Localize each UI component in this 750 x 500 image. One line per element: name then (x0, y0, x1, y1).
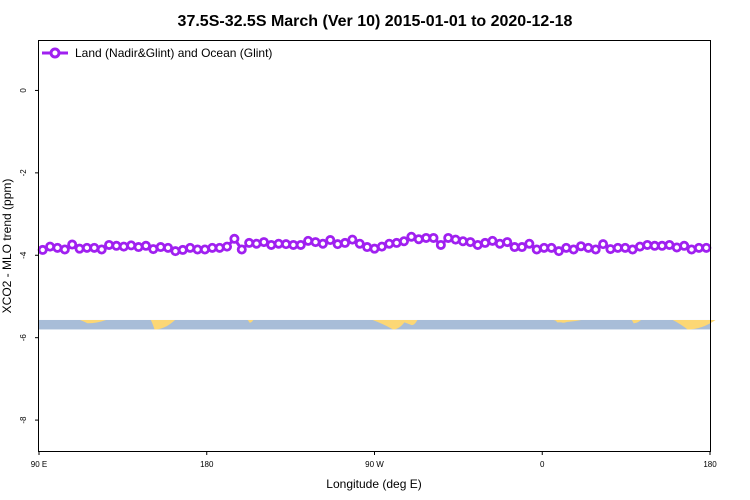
y-tick-label: -2 (19, 169, 28, 177)
data-point (317, 238, 328, 249)
series-points (37, 231, 712, 257)
data-point (590, 244, 601, 255)
data-point (133, 242, 144, 253)
data-point (524, 238, 535, 249)
x-axis-label: Longitude (deg E) (326, 477, 421, 491)
data-point (45, 241, 56, 252)
data-point (428, 232, 439, 243)
data-point (96, 244, 107, 255)
data-point (163, 242, 174, 253)
map-land (672, 319, 716, 330)
chart-title: 37.5S-32.5S March (Ver 10) 2015-01-01 to… (178, 13, 573, 30)
data-point (236, 244, 247, 255)
x-tick-label: 90 W (365, 460, 384, 469)
map-land (80, 319, 107, 324)
map-strip (39, 319, 716, 330)
data-point (295, 239, 306, 250)
data-point (598, 239, 609, 250)
data-point (222, 241, 233, 252)
data-point (170, 246, 181, 257)
map-land (150, 319, 176, 330)
y-tick-label: -4 (19, 251, 28, 259)
map-land (247, 319, 254, 323)
data-point (118, 241, 129, 252)
x-tick-label: 180 (200, 460, 214, 469)
data-point (354, 238, 365, 249)
data-point (340, 237, 351, 248)
data-point (568, 244, 579, 255)
legend: Land (Nadir&Glint) and Ocean (Glint) (42, 46, 272, 60)
x-tick-label: 90 E (31, 460, 47, 469)
data-point (266, 239, 277, 250)
data-point (435, 239, 446, 250)
data-point (59, 244, 70, 255)
data-point (67, 239, 78, 250)
map-land (631, 319, 642, 324)
y-tick-label: 0 (19, 88, 28, 93)
legend-marker (49, 47, 61, 59)
data-point (398, 236, 409, 247)
data-point (229, 233, 240, 244)
map-land (555, 319, 582, 323)
y-axis: 0 -2 -4 -6 -8 (19, 88, 39, 424)
data-point (325, 235, 336, 246)
map-land (372, 319, 407, 330)
x-tick-label: 0 (540, 460, 545, 469)
y-tick-label: -8 (19, 416, 28, 424)
data-point (413, 234, 424, 245)
data-point (516, 242, 527, 253)
data-point (502, 237, 513, 248)
data-point (303, 235, 314, 246)
data-point (553, 246, 564, 257)
data-point (679, 240, 690, 251)
map-ocean (39, 319, 710, 330)
y-tick-label: -6 (19, 334, 28, 342)
data-point (37, 244, 48, 255)
y-axis-label: XCO2 - MLO trend (ppm) (0, 179, 14, 314)
x-tick-label: 180 (703, 460, 717, 469)
legend-label: Land (Nadir&Glint) and Ocean (Glint) (75, 46, 272, 60)
map-land (396, 319, 418, 326)
data-point (332, 239, 343, 250)
x-axis: 90 E 180 90 W 0 180 (31, 451, 717, 469)
data-point (140, 240, 151, 251)
data-point (701, 242, 712, 253)
data-point (347, 234, 358, 245)
data-point (214, 242, 225, 253)
data-point (605, 244, 616, 255)
data-point (546, 242, 557, 253)
